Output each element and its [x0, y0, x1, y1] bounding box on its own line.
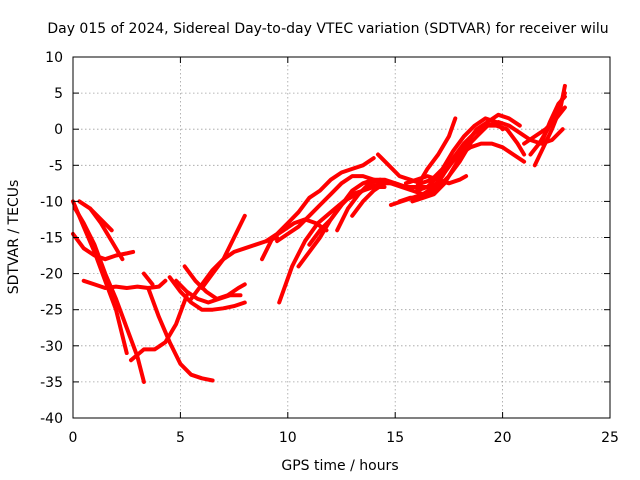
x-tick-label: 10	[279, 430, 297, 446]
y-tick-label: 0	[54, 122, 63, 138]
series-line-track-28	[414, 116, 458, 189]
series-line-track-29	[403, 174, 469, 186]
y-tick-label: -40	[40, 411, 63, 427]
series-line-track-5	[88, 206, 125, 262]
data-series-group	[71, 83, 567, 384]
y-tick-label: -30	[40, 339, 63, 355]
series-line-track-12	[182, 264, 247, 301]
series-line-track-14	[199, 213, 247, 290]
y-tick-label: -10	[40, 194, 63, 210]
series-line-track-34	[539, 94, 567, 146]
series-line-track-30	[414, 141, 527, 193]
series-line-track-27	[425, 141, 473, 197]
series-line-track-7	[129, 293, 189, 363]
x-axis-tick-labels: 0 5 10 15 20 25	[69, 430, 619, 446]
axis-ticks	[72, 56, 611, 419]
series-line-track-1	[71, 231, 136, 262]
series-line-track-18	[277, 181, 385, 305]
series-line-track-10	[167, 275, 247, 312]
series-line-track-16	[264, 156, 376, 244]
x-tick-label: 15	[386, 430, 404, 446]
y-tick-label: -25	[40, 303, 63, 319]
series-line-track-13	[189, 235, 280, 301]
y-axis-label: SDTVAR / TECUs	[6, 180, 22, 295]
series-line-track-8	[146, 286, 215, 383]
series-line-track-17	[275, 174, 387, 244]
y-tick-label: 5	[54, 86, 63, 102]
x-tick-label: 25	[601, 430, 619, 446]
x-tick-label: 5	[176, 430, 185, 446]
series-line-track-21	[335, 177, 426, 233]
x-tick-label: 0	[69, 430, 78, 446]
x-tick-label: 20	[494, 430, 512, 446]
y-tick-label: -5	[49, 158, 63, 174]
series-line-track-23	[376, 116, 505, 186]
series-line-track-9	[141, 271, 155, 287]
y-tick-label: -20	[40, 267, 63, 283]
x-axis-label: GPS time / hours	[281, 458, 398, 474]
series-line-track-19	[296, 185, 387, 269]
grid-lines	[73, 57, 610, 418]
y-tick-label: 10	[45, 50, 63, 66]
series-line-track-6	[81, 278, 168, 290]
chart-title: Day 015 of 2024, Sidereal Day-to-day VTE…	[47, 21, 608, 37]
y-tick-label: -35	[40, 375, 63, 391]
y-tick-label: -15	[40, 231, 63, 247]
y-axis-tick-labels: -40 -35 -30 -25 -20 -15 -10 -5 0 5 10	[40, 50, 63, 427]
